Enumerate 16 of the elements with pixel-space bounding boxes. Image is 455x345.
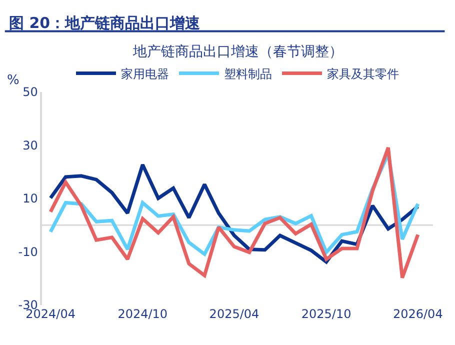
y-tick-label: 30 <box>22 138 38 152</box>
x-tick-label: 2026/04 <box>392 307 443 321</box>
chart-subtitle: 地产链商品出口增速（春节调整） <box>132 44 343 60</box>
x-tick-label: 2025/10 <box>301 307 352 321</box>
y-tick-label: 50 <box>22 85 38 100</box>
chart-title: 图 20：地产链商品出口增速 <box>9 14 202 32</box>
line-series <box>48 146 420 280</box>
y-tick-label: -10 <box>18 244 38 259</box>
x-tick-label: 2025/04 <box>209 307 260 321</box>
y-axis-title: % <box>7 73 20 88</box>
legend-label: 家具及其零件 <box>327 66 399 81</box>
x-tick-label: 2024/10 <box>118 307 168 321</box>
legend-label: 塑料制品 <box>224 66 272 81</box>
y-tick-label: 10 <box>22 192 38 206</box>
line-series <box>48 162 420 264</box>
legend-label: 家用电器 <box>121 66 169 81</box>
